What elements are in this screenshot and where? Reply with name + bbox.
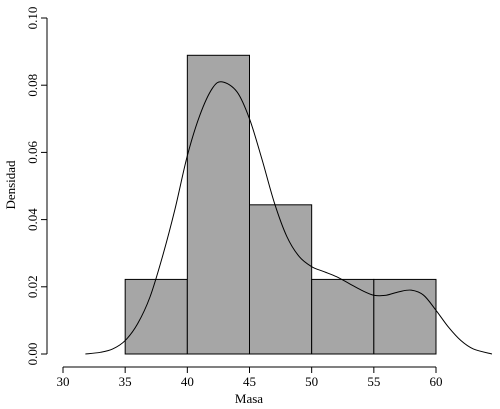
y-tick-label: 0.04 xyxy=(25,208,40,231)
histogram-bar-5 xyxy=(373,278,437,355)
y-tick-label: 0.06 xyxy=(25,141,40,164)
histogram-bar-1 xyxy=(124,278,188,355)
histogram-bars xyxy=(124,54,437,355)
y-tick-label: 0.00 xyxy=(25,343,40,366)
x-tick-label: 35 xyxy=(119,374,132,389)
histogram-bar-4 xyxy=(311,278,375,355)
y-axis-ticks: 0.00 0.02 0.04 0.06 0.08 0.10 xyxy=(25,7,47,366)
y-axis-title: Densidad xyxy=(3,160,18,210)
x-tick-label: 40 xyxy=(181,374,194,389)
y-tick-label: 0.08 xyxy=(25,74,40,97)
x-axis-title: Masa xyxy=(235,391,263,406)
x-axis-ticks: 30 35 40 45 50 55 60 xyxy=(57,367,443,389)
histogram-bar-3 xyxy=(249,204,313,355)
x-tick-label: 45 xyxy=(243,374,256,389)
y-tick-label: 0.10 xyxy=(25,7,40,30)
y-tick-label: 0.02 xyxy=(25,275,40,298)
x-tick-label: 30 xyxy=(57,374,70,389)
density-curve xyxy=(85,81,493,355)
x-tick-label: 60 xyxy=(430,374,443,389)
x-tick-label: 55 xyxy=(367,374,380,389)
x-tick-label: 50 xyxy=(305,374,318,389)
histogram-bar-2 xyxy=(186,54,250,355)
